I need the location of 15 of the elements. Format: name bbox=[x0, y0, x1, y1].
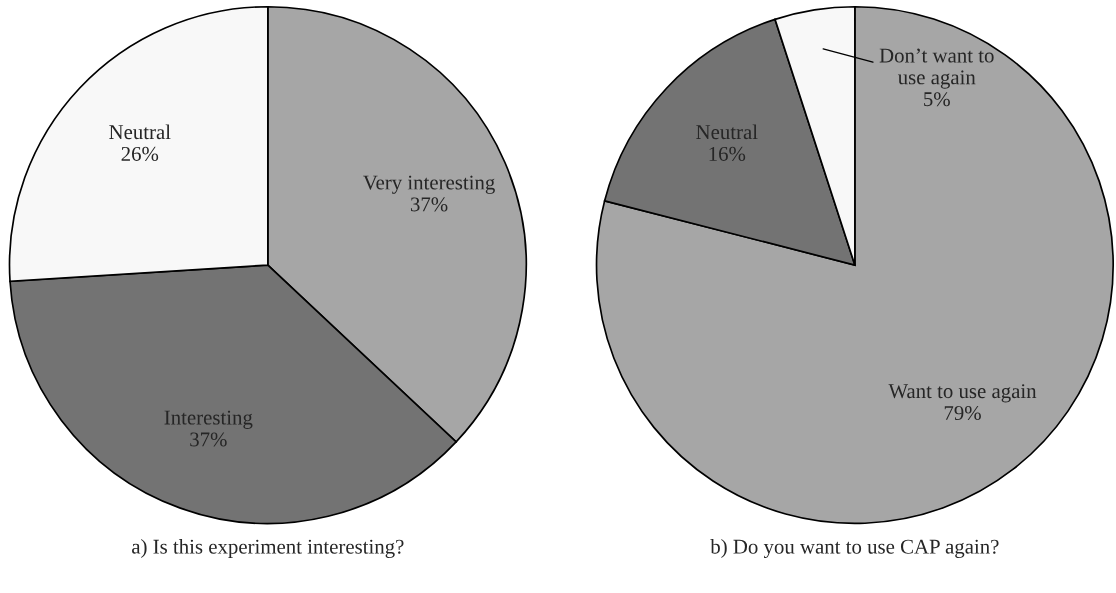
data-label: 16% bbox=[709, 146, 746, 161]
data-label: 5% bbox=[924, 92, 950, 107]
pie-slice bbox=[595, 5, 1115, 525]
slice-label: Very interesting bbox=[363, 175, 495, 194]
slice-label: Interesting bbox=[164, 410, 253, 429]
legend-label: Don’t want to use again bbox=[879, 48, 994, 89]
slice-label: Neutral bbox=[109, 124, 171, 140]
data-label: 79% bbox=[944, 405, 981, 421]
data-label: 37% bbox=[410, 197, 448, 212]
data-label: 37% bbox=[190, 432, 227, 447]
data-label: 26% bbox=[121, 146, 159, 161]
text: a) Is this experiment interesting? bbox=[132, 539, 404, 558]
slice-label: Want to use again bbox=[888, 384, 1037, 403]
slice-label: Neutral bbox=[696, 124, 758, 140]
text: b) Do you want to use CAP again? bbox=[710, 539, 999, 558]
